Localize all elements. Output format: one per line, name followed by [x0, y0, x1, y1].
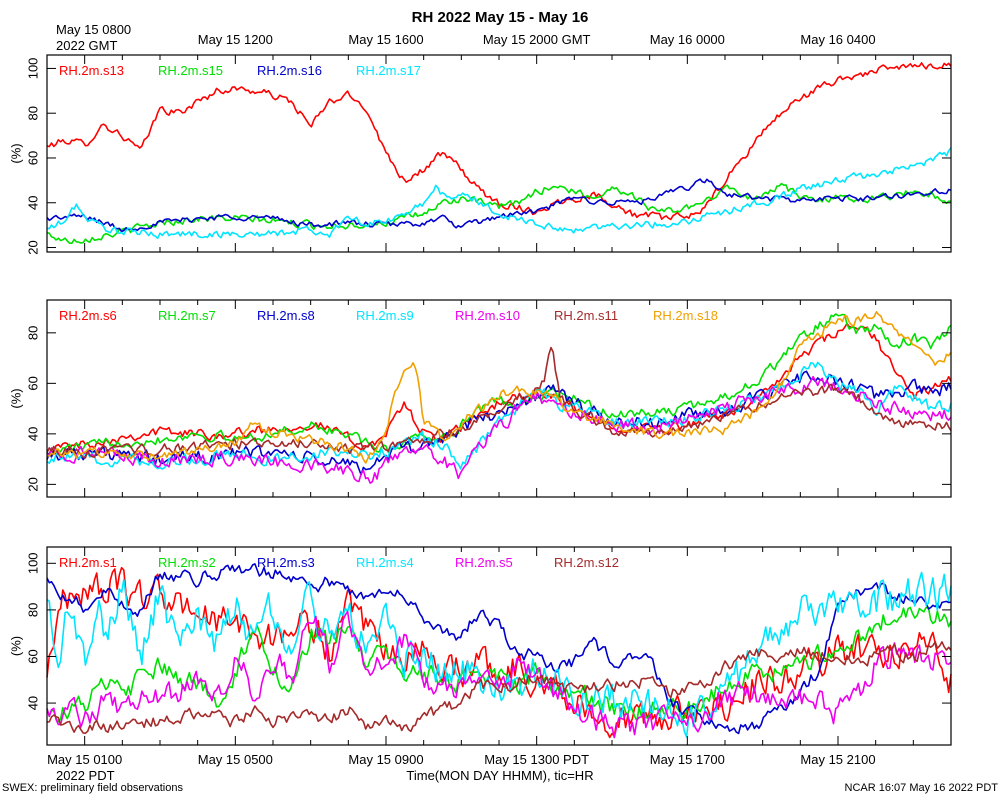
- y-tick-label: 60: [25, 649, 40, 663]
- bottom-axis-tick-label: May 15 1700: [650, 752, 725, 767]
- series-line-rh-2m-s9: [46, 361, 952, 470]
- legend-label-rh-2m-s17: RH.2m.s17: [356, 63, 421, 78]
- series-line-rh-2m-s13: [46, 62, 952, 221]
- y-tick-label: 40: [25, 427, 40, 441]
- x-axis-title: Time(MON DAY HHMM), tic=HR: [406, 768, 594, 783]
- top-axis-start-label: May 15 0800: [56, 22, 132, 37]
- legend-label-rh-2m-s11: RH.2m.s11: [554, 308, 618, 323]
- y-tick-label: 100: [25, 58, 40, 80]
- y-tick-label: 40: [25, 696, 40, 710]
- series-line-rh-2m-s17: [46, 147, 952, 240]
- y-tick-label: 100: [25, 552, 40, 574]
- y-tick-label: 40: [25, 196, 40, 210]
- series-line-rh-2m-s16: [46, 178, 952, 233]
- legend-label-rh-2m-s7: RH.2m.s7: [158, 308, 216, 323]
- bottom-axis-tick-label: May 15 0900: [348, 752, 423, 767]
- legend-label-rh-2m-s4: RH.2m.s4: [356, 555, 414, 570]
- y-axis-label: (%): [8, 636, 23, 656]
- legend-label-rh-2m-s1: RH.2m.s1: [59, 555, 117, 570]
- y-tick-label: 20: [25, 477, 40, 491]
- top-axis-tick-label: May 15 1600: [348, 32, 423, 47]
- footer-timestamp: NCAR 16:07 May 16 2022 PDT: [844, 782, 998, 794]
- legend-label-rh-2m-s16: RH.2m.s16: [257, 63, 322, 78]
- top-axis-tick-label: May 16 0400: [800, 32, 875, 47]
- y-tick-label: 60: [25, 376, 40, 390]
- legend-label-rh-2m-s15: RH.2m.s15: [158, 63, 223, 78]
- legend-label-rh-2m-s18: RH.2m.s18: [653, 308, 718, 323]
- bottom-axis-tick-label: May 15 1300 PDT: [484, 752, 589, 767]
- legend-label-rh-2m-s2: RH.2m.s2: [158, 555, 216, 570]
- legend-label-rh-2m-s10: RH.2m.s10: [455, 308, 520, 323]
- series-line-rh-2m-s11: [46, 346, 952, 459]
- series-line-rh-2m-s2: [46, 606, 952, 723]
- legend-label-rh-2m-s12: RH.2m.s12: [554, 555, 619, 570]
- y-tick-label: 80: [25, 106, 40, 120]
- legend-label-rh-2m-s9: RH.2m.s9: [356, 308, 414, 323]
- y-tick-label: 20: [25, 240, 40, 254]
- bottom-axis-tick-label: May 15 2100: [800, 752, 875, 767]
- top-axis-tick-label: May 15 2000 GMT: [483, 32, 591, 47]
- chart-title: RH 2022 May 15 - May 16: [411, 9, 589, 26]
- legend-label-rh-2m-s6: RH.2m.s6: [59, 308, 117, 323]
- footer-note: SWEX: preliminary field observations: [2, 782, 183, 794]
- legend-label-rh-2m-s8: RH.2m.s8: [257, 308, 315, 323]
- top-axis-start-year-label: 2022 GMT: [56, 38, 118, 53]
- series-line-rh-2m-s15: [47, 182, 951, 244]
- series-line-rh-2m-s1: [46, 566, 952, 739]
- top-axis-tick-label: May 16 0000: [650, 32, 725, 47]
- series-line-rh-2m-s5: [46, 610, 952, 739]
- bottom-axis-year-label: 2022 PDT: [56, 768, 115, 783]
- legend-label-rh-2m-s13: RH.2m.s13: [59, 63, 124, 78]
- legend-label-rh-2m-s3: RH.2m.s3: [257, 555, 315, 570]
- y-tick-label: 60: [25, 151, 40, 165]
- series-line-rh-2m-s6: [46, 322, 952, 456]
- bottom-axis-tick-label: May 15 0500: [198, 752, 273, 767]
- series-line-rh-2m-s10: [46, 375, 952, 484]
- series-line-rh-2m-s18: [46, 310, 952, 464]
- bottom-axis-tick-label: May 15 0100: [47, 752, 122, 767]
- y-tick-label: 80: [25, 326, 40, 340]
- top-axis-tick-label: May 15 1200: [198, 32, 273, 47]
- y-axis-label: (%): [8, 388, 23, 408]
- legend-label-rh-2m-s5: RH.2m.s5: [455, 555, 513, 570]
- y-tick-label: 80: [25, 603, 40, 617]
- y-axis-label: (%): [8, 143, 23, 163]
- series-line-rh-2m-s12: [46, 640, 952, 735]
